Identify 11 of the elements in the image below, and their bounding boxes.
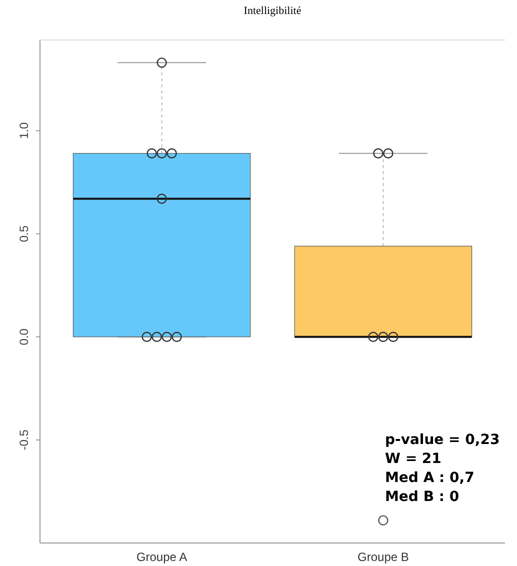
y-tick-label: 0.0 bbox=[17, 328, 31, 346]
x-tick-label: Groupe A bbox=[136, 550, 188, 564]
chart-title: Intelligibilité bbox=[244, 5, 302, 17]
annotation: p-value = 0,23 bbox=[385, 432, 500, 448]
y-tick-label: -0.5 bbox=[17, 429, 31, 450]
x-tick-label: Groupe B bbox=[358, 550, 409, 564]
annotation: W = 21 bbox=[385, 451, 442, 467]
annotation: Med B : 0 bbox=[385, 489, 460, 505]
y-tick-label: 0.5 bbox=[17, 225, 31, 242]
y-tick-label: 1.0 bbox=[17, 122, 31, 140]
annotation: Med A : 0,7 bbox=[385, 470, 474, 486]
